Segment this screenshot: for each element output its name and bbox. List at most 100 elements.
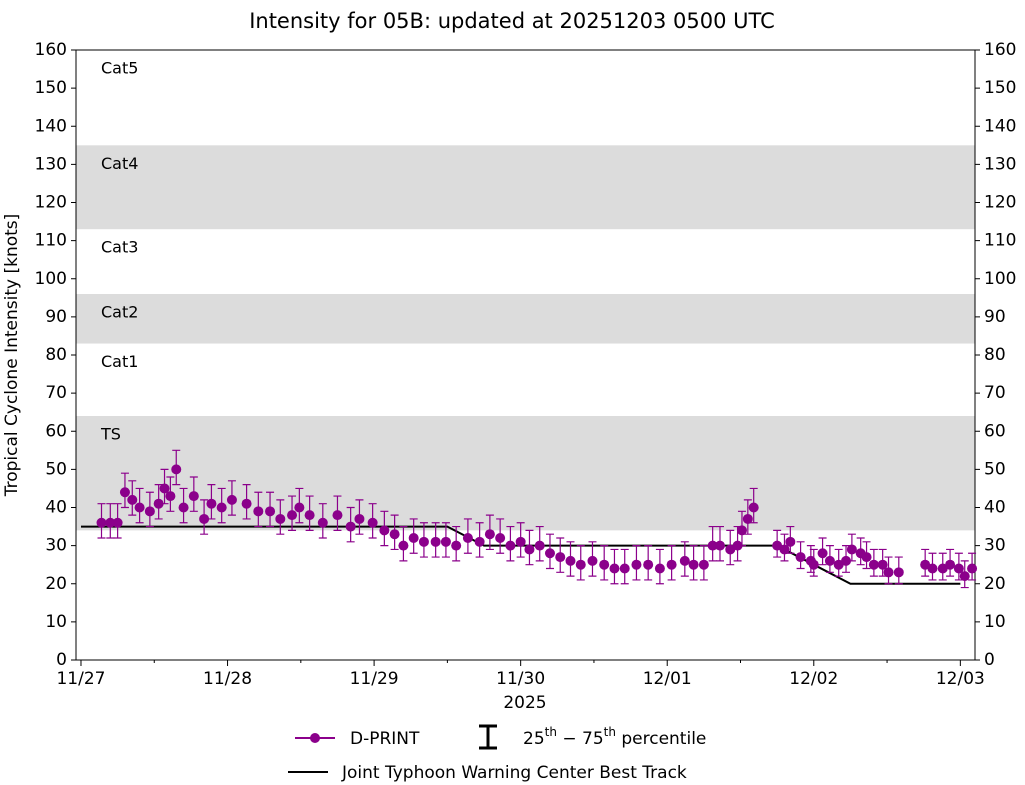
legend-label-part: − 75 [557,729,604,749]
data-point [226,494,237,505]
category-band [76,294,975,344]
data-point [736,525,747,536]
y2-tick-label: 40 [984,498,1006,518]
x-tick-label: 12/03 [936,669,985,689]
x-tick-label: 11/29 [350,669,399,689]
y2-tick-label: 140 [984,116,1016,136]
data-point [877,559,888,570]
y-tick-label: 50 [45,459,67,479]
category-band [76,145,975,230]
data-point [631,559,642,570]
data-point [927,563,938,574]
y2-tick-label: 10 [984,612,1006,632]
data-point [714,540,725,551]
data-point [953,563,964,574]
data-point [861,552,872,563]
data-point [565,555,576,566]
data-point [389,529,400,540]
category-label: TS [100,425,121,444]
series-group [96,449,978,589]
data-point [287,510,298,521]
data-point [555,552,566,563]
data-point [408,533,419,543]
data-point [732,540,743,551]
data-point [817,548,828,559]
data-point [332,510,343,521]
y-tick-label: 30 [45,536,67,556]
data-point [127,494,138,505]
data-point [119,487,130,498]
y-tick-label: 40 [45,498,67,518]
data-point [698,559,709,570]
data-point [785,536,796,547]
legend-label-part: th [604,725,616,739]
data-point [451,540,462,551]
y-tick-label: 10 [45,612,67,632]
y-tick-label: 120 [35,193,67,213]
data-point [534,540,545,551]
y-tick-label: 70 [45,383,67,403]
data-point [748,502,759,513]
data-point [112,517,123,528]
y2-tick-label: 120 [984,193,1016,213]
data-point [505,540,516,551]
data-point [144,506,155,517]
x-tick-label: 11/28 [203,669,252,689]
data-point [688,559,699,570]
data-point [833,559,844,570]
y-axis-label: Tropical Cyclone Intensity [knots] [2,214,22,498]
x-tick-label: 11/30 [496,669,545,689]
data-point [474,536,485,547]
y2-tick-label: 160 [984,40,1016,60]
data-point [742,513,753,524]
data-point [294,502,305,513]
data-point [178,502,189,513]
data-point [105,517,116,528]
y-tick-label: 0 [56,650,67,670]
category-label: Cat1 [101,352,138,371]
y2-tick-label: 150 [984,78,1016,98]
data-point [216,502,227,513]
y-tick-label: 60 [45,421,67,441]
data-point [643,559,654,570]
y2-tick-label: 70 [984,383,1006,403]
legend-label: 25th − 75th percentile [523,725,706,750]
y2-tick-label: 0 [984,650,995,670]
category-label: Cat2 [101,303,138,322]
data-point [418,536,429,547]
data-point [524,544,535,555]
data-point [654,563,665,574]
data-point [846,544,857,555]
data-point [841,555,852,566]
data-point [808,559,819,570]
x-tick-label: 12/01 [643,669,692,689]
legend-marker [310,733,320,743]
category-label: Cat5 [101,59,138,78]
legend-label-part: percentile [616,729,706,749]
data-point [265,506,276,517]
y-tick-label: 80 [45,345,67,365]
data-point [937,563,948,574]
y2-tick-label: 90 [984,307,1006,327]
y-tick-label: 100 [35,269,67,289]
data-point [666,559,677,570]
data-point [779,544,790,555]
y-tick-label: 20 [45,574,67,594]
y-tick-label: 150 [35,78,67,98]
data-point [199,513,210,524]
legend-label-part: 25 [523,729,545,749]
data-point [206,498,217,509]
legend-label: D-PRINT [350,729,420,749]
data-point [304,510,315,521]
y-tick-label: 140 [35,116,67,136]
data-point [345,521,356,532]
data-point [920,559,931,570]
data-point [165,491,176,502]
y2-tick-label: 50 [984,459,1006,479]
data-point [707,540,718,551]
y2-tick-label: 30 [984,536,1006,556]
data-point [462,533,473,543]
y-tick-label: 110 [35,231,67,251]
data-point [188,491,199,502]
